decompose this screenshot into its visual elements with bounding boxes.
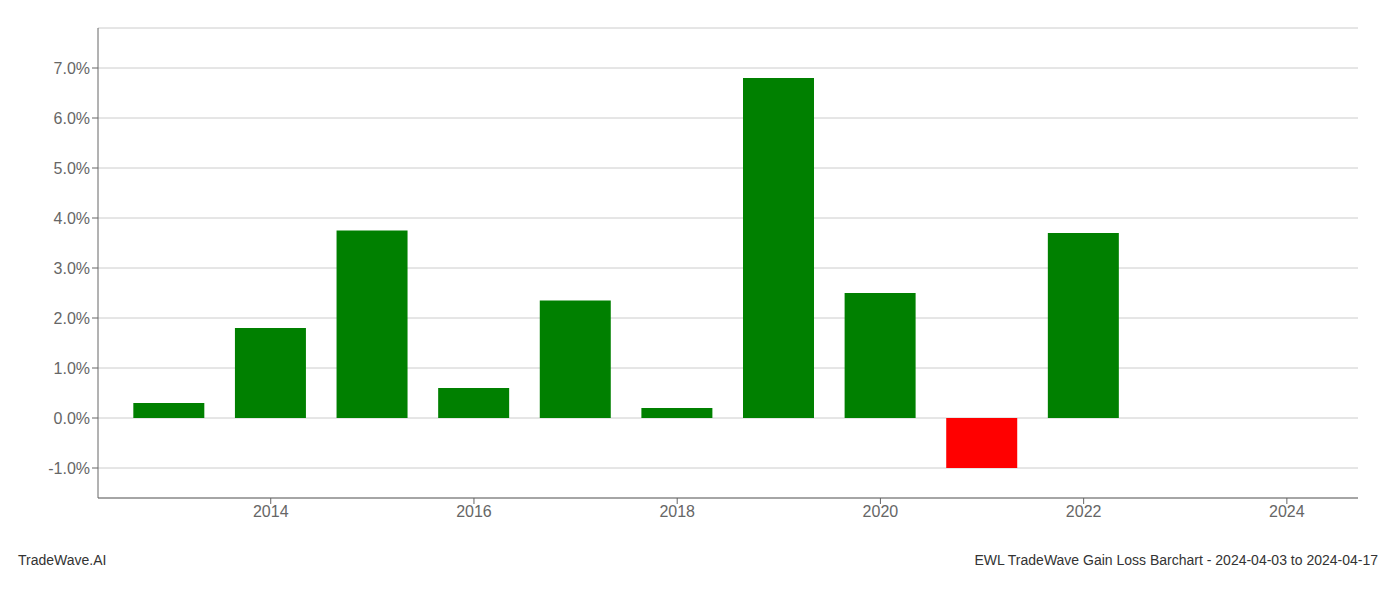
html-text:EWL TradeWave Gain Loss Barcha: EWL TradeWave Gain Loss Barchart - 2024-… — [974, 552, 1378, 568]
svg-text:2024: 2024 — [1269, 503, 1305, 520]
html-text:TradeWave.AI: TradeWave.AI — [18, 552, 107, 568]
svg-text:7.0%: 7.0% — [54, 60, 90, 77]
svg-text:1.0%: 1.0% — [54, 360, 90, 377]
svg-text:-1.0%: -1.0% — [48, 460, 90, 477]
svg-text:2020: 2020 — [863, 503, 899, 520]
svg-text:3.0%: 3.0% — [54, 260, 90, 277]
svg-text:2.0%: 2.0% — [54, 310, 90, 327]
svg-text:5.0%: 5.0% — [54, 160, 90, 177]
svg-text:2014: 2014 — [253, 503, 289, 520]
svg-text:4.0%: 4.0% — [54, 210, 90, 227]
svg-text:2018: 2018 — [659, 503, 695, 520]
svg-text:2022: 2022 — [1066, 503, 1102, 520]
svg-text:6.0%: 6.0% — [54, 110, 90, 127]
svg-text:2016: 2016 — [456, 503, 492, 520]
svg-text:0.0%: 0.0% — [54, 410, 90, 427]
